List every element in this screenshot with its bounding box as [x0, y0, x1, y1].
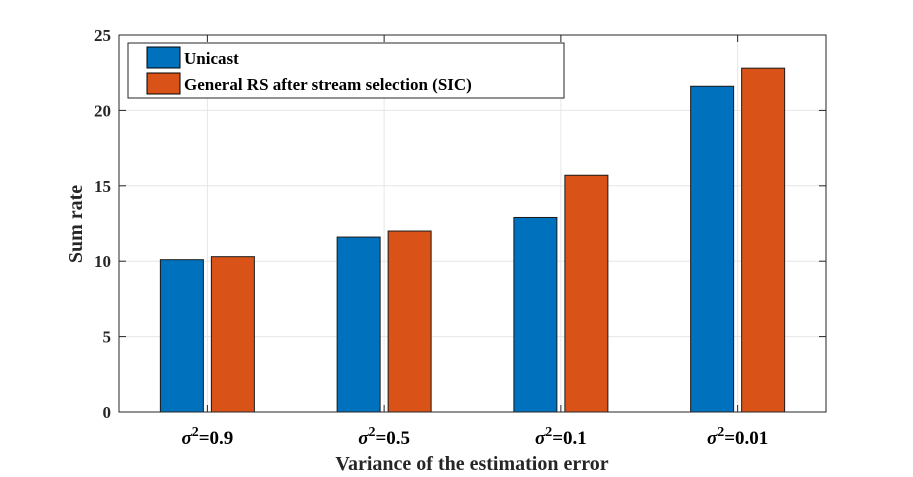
bar-unicast-0 [159, 259, 204, 413]
x-tick-label: σ2=0.5 [358, 425, 410, 449]
x-axis-ticks: σ2=0.9 σ2=0.5 σ2=0.1 σ2=0.01 [181, 35, 768, 449]
legend-swatch-unicast [146, 46, 181, 69]
x-axis-label: Variance of the estimation error [335, 453, 608, 475]
bar-unicast-2 [513, 216, 558, 413]
y-tick-label: 10 [94, 252, 111, 271]
x-tick-label: σ2=0.01 [707, 425, 768, 449]
y-tick-label: 25 [94, 26, 111, 45]
y-axis-ticks: 0 5 10 15 20 25 [94, 26, 826, 422]
legend-swatch-general-rs [146, 72, 181, 95]
plot-frame [118, 34, 827, 413]
bar-unicast-1 [336, 236, 381, 413]
legend-box [127, 42, 565, 99]
x-tick-label: σ2=0.1 [535, 425, 587, 449]
y-tick-label: 20 [94, 101, 111, 120]
bar-general-rs-1 [387, 230, 432, 413]
bars [159, 67, 786, 413]
legend: Unicast General RS after stream selectio… [127, 42, 565, 99]
y-tick-label: 15 [94, 177, 111, 196]
bar-unicast-3 [690, 85, 735, 413]
x-tick-label: σ2=0.9 [181, 425, 233, 449]
y-tick-label: 0 [103, 403, 112, 422]
bar-general-rs-0 [210, 256, 255, 413]
y-tick-label: 5 [103, 328, 112, 347]
y-axis-label: Sum rate [65, 185, 87, 263]
bar-general-rs-3 [741, 67, 786, 413]
legend-label-general-rs: General RS after stream selection (SIC) [184, 75, 472, 94]
legend-label-unicast: Unicast [184, 49, 239, 68]
bar-general-rs-2 [564, 174, 609, 413]
